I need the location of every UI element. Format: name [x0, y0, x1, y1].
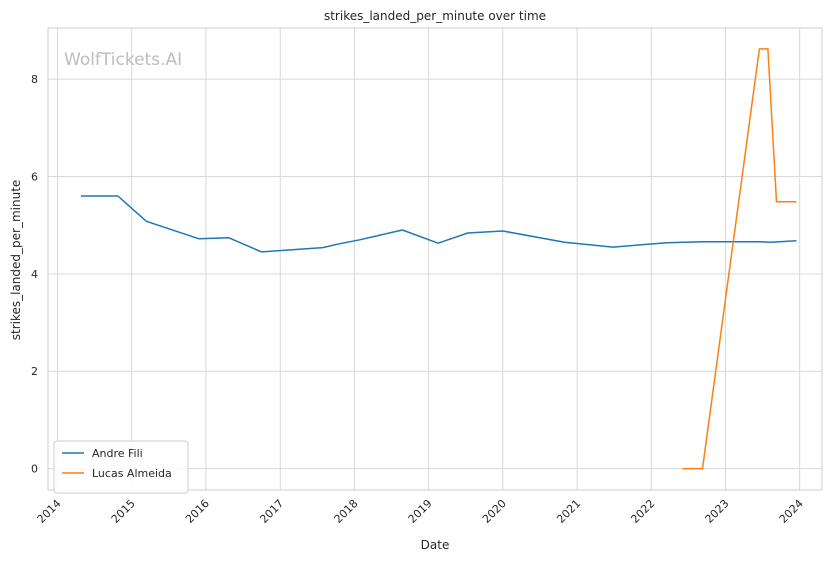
- plot-area: [47, 27, 823, 491]
- gridlines: [48, 28, 822, 490]
- y-tick-label: 6: [31, 170, 38, 183]
- series-line-1: [682, 48, 797, 470]
- y-axis-title: strikes_landed_per_minute: [9, 180, 23, 341]
- chart-title: strikes_landed_per_minute over time: [324, 9, 546, 23]
- y-tick-label: 4: [31, 268, 38, 281]
- legend-box: [53, 440, 189, 494]
- series-line-0: [80, 195, 797, 253]
- legend-label: Lucas Almeida: [92, 467, 172, 480]
- y-tick-label: 8: [31, 73, 38, 86]
- y-axis-ticks: 0 2 4 6 8: [31, 73, 38, 475]
- legend-label: Andre Fili: [92, 447, 143, 460]
- series-lines: [80, 48, 797, 470]
- x-axis-title: Date: [421, 538, 450, 552]
- watermark: WolfTickets.AI: [64, 50, 182, 70]
- x-axis-ticks: 2014 2015 2016 2017 2018 2019 2020 2021 2022 2023…: [35, 497, 806, 526]
- y-tick-label: 2: [31, 365, 38, 378]
- y-tick-label: 0: [31, 463, 38, 476]
- legend: Andre Fili Lucas Almeida: [53, 440, 189, 494]
